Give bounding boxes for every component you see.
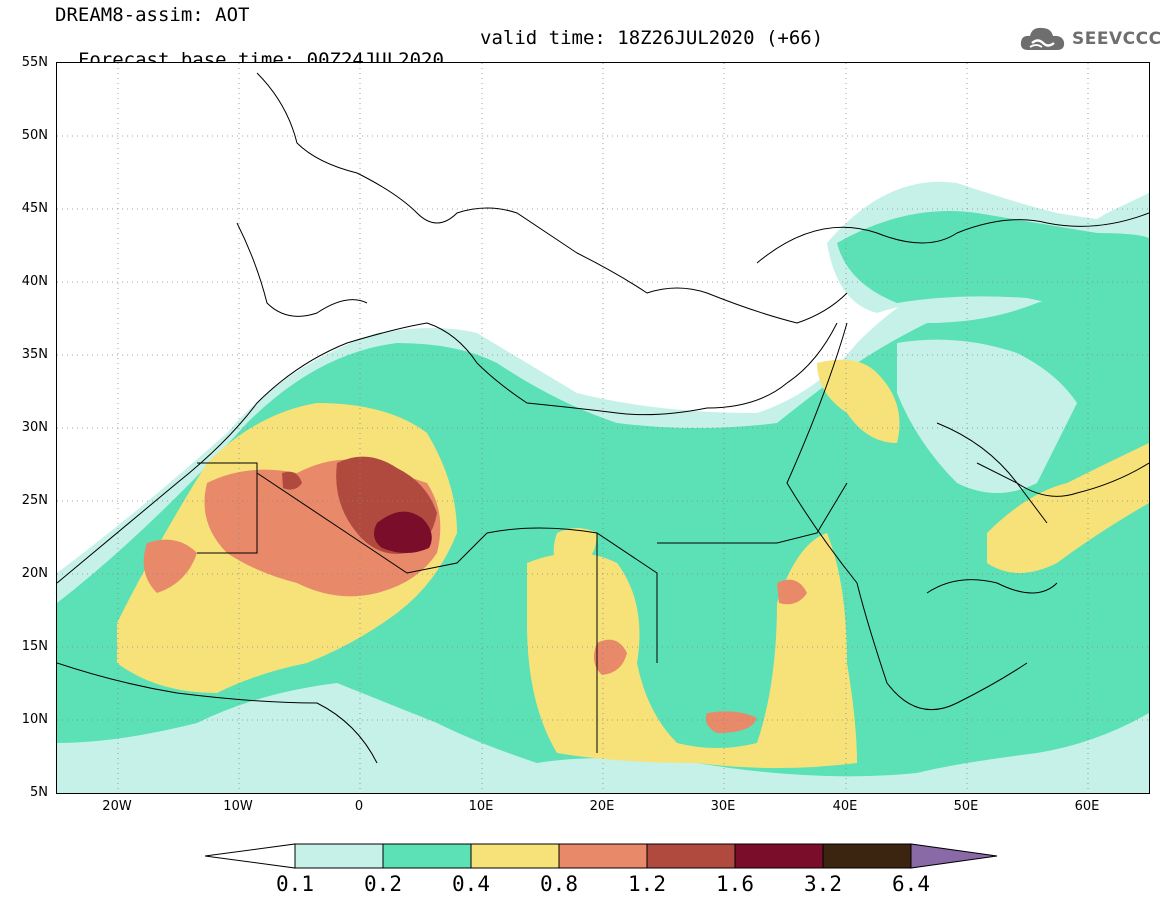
lat-label: 35N bbox=[21, 347, 48, 362]
colorbar-label: 3.2 bbox=[804, 872, 842, 896]
aot-contour-1.6 bbox=[373, 511, 432, 553]
seevccc-logo: SEEVCCC bbox=[1018, 22, 1162, 56]
colorbar-swatch bbox=[470, 843, 560, 869]
colorbar-swatch bbox=[294, 843, 384, 869]
colorbar-swatch bbox=[558, 843, 648, 869]
lat-label: 30N bbox=[21, 420, 48, 435]
lon-label: 20W bbox=[102, 799, 132, 814]
lon-label: 30E bbox=[710, 799, 736, 814]
colorbar-swatch bbox=[822, 843, 912, 869]
lat-label: 25N bbox=[21, 493, 48, 508]
colorbar-swatch bbox=[646, 843, 736, 869]
lon-label: 10W bbox=[223, 799, 253, 814]
aot-map-canvas bbox=[57, 63, 1149, 793]
map-title: DREAM8-assim: AOT bbox=[55, 4, 250, 26]
colorbar-label: 0.4 bbox=[452, 872, 490, 896]
graticule bbox=[57, 63, 1149, 793]
lon-label: 20E bbox=[589, 799, 615, 814]
lat-label: 40N bbox=[21, 274, 48, 289]
colorbar-label: 0.2 bbox=[364, 872, 402, 896]
lat-label: 55N bbox=[21, 55, 48, 70]
cloud-icon bbox=[1020, 27, 1065, 50]
lat-label: 20N bbox=[21, 566, 48, 581]
colorbar-swatch bbox=[734, 843, 824, 869]
colorbar-swatch bbox=[382, 843, 472, 869]
colorbar-label: 1.6 bbox=[716, 872, 754, 896]
valid-time-label: valid time: 18Z26JUL2020 (+66) bbox=[480, 27, 824, 49]
colorbar-label: 0.1 bbox=[276, 872, 314, 896]
lon-label: 50E bbox=[953, 799, 979, 814]
colorbar-label: 1.2 bbox=[628, 872, 666, 896]
lat-label: 5N bbox=[30, 785, 48, 800]
lon-label: 0 bbox=[354, 799, 364, 814]
colorbar bbox=[205, 843, 998, 869]
lat-label: 45N bbox=[21, 201, 48, 216]
logo-text: SEEVCCC bbox=[1072, 29, 1162, 49]
lon-label: 10E bbox=[468, 799, 494, 814]
colorbar-label: 0.8 bbox=[540, 872, 578, 896]
lon-label: 60E bbox=[1074, 799, 1100, 814]
lat-label: 50N bbox=[21, 128, 48, 143]
aot-map bbox=[56, 62, 1150, 794]
lat-label: 10N bbox=[21, 712, 48, 727]
colorbar-label: 6.4 bbox=[892, 872, 930, 896]
lat-label: 15N bbox=[21, 639, 48, 654]
colorbar-over-arrow bbox=[910, 843, 998, 869]
lon-label: 40E bbox=[832, 799, 858, 814]
colorbar-under-arrow bbox=[205, 843, 296, 869]
coastlines bbox=[57, 72, 1149, 764]
